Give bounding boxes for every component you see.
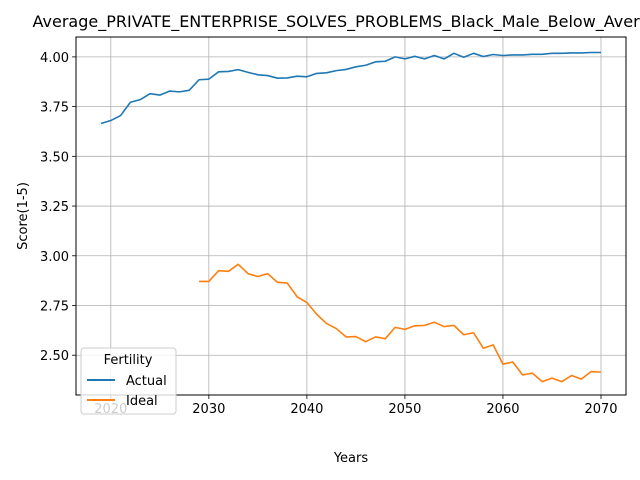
series-layer bbox=[100, 51, 602, 383]
y-tick-label: 3.75 bbox=[40, 101, 69, 116]
legend-label-ideal: Ideal bbox=[126, 394, 158, 409]
y-tick-label: 3.50 bbox=[40, 150, 69, 165]
x-tick-label: 2040 bbox=[290, 402, 323, 417]
legend-title: Fertility bbox=[104, 353, 153, 368]
x-axis-label: Years bbox=[333, 451, 369, 466]
x-tick-label: 2070 bbox=[584, 402, 617, 417]
y-axis-label: Score(1-5) bbox=[16, 182, 31, 250]
x-tick-label: 2050 bbox=[388, 402, 421, 417]
y-tick-label: 2.50 bbox=[40, 349, 69, 364]
x-tick-label: 2060 bbox=[486, 402, 519, 417]
y-axis: 2.50 2.75 3.00 3.25 3.50 3.75 4.00 bbox=[40, 51, 76, 364]
y-tick-label: 4.00 bbox=[40, 51, 69, 66]
series-line-ideal bbox=[199, 263, 602, 383]
y-tick-label: 2.75 bbox=[40, 300, 69, 315]
y-tick-label: 3.25 bbox=[40, 200, 69, 215]
legend-label-actual: Actual bbox=[126, 374, 167, 389]
x-tick-label: 2030 bbox=[192, 402, 225, 417]
chart-title: Average_PRIVATE_ENTERPRISE_SOLVES_PROBLE… bbox=[33, 12, 640, 32]
y-tick-label: 3.00 bbox=[40, 250, 69, 265]
plot-frame bbox=[75, 36, 627, 396]
legend: Fertility Actual Ideal bbox=[80, 347, 177, 415]
legend-box bbox=[80, 347, 177, 415]
grid bbox=[76, 37, 626, 395]
series-line-actual bbox=[100, 51, 601, 125]
